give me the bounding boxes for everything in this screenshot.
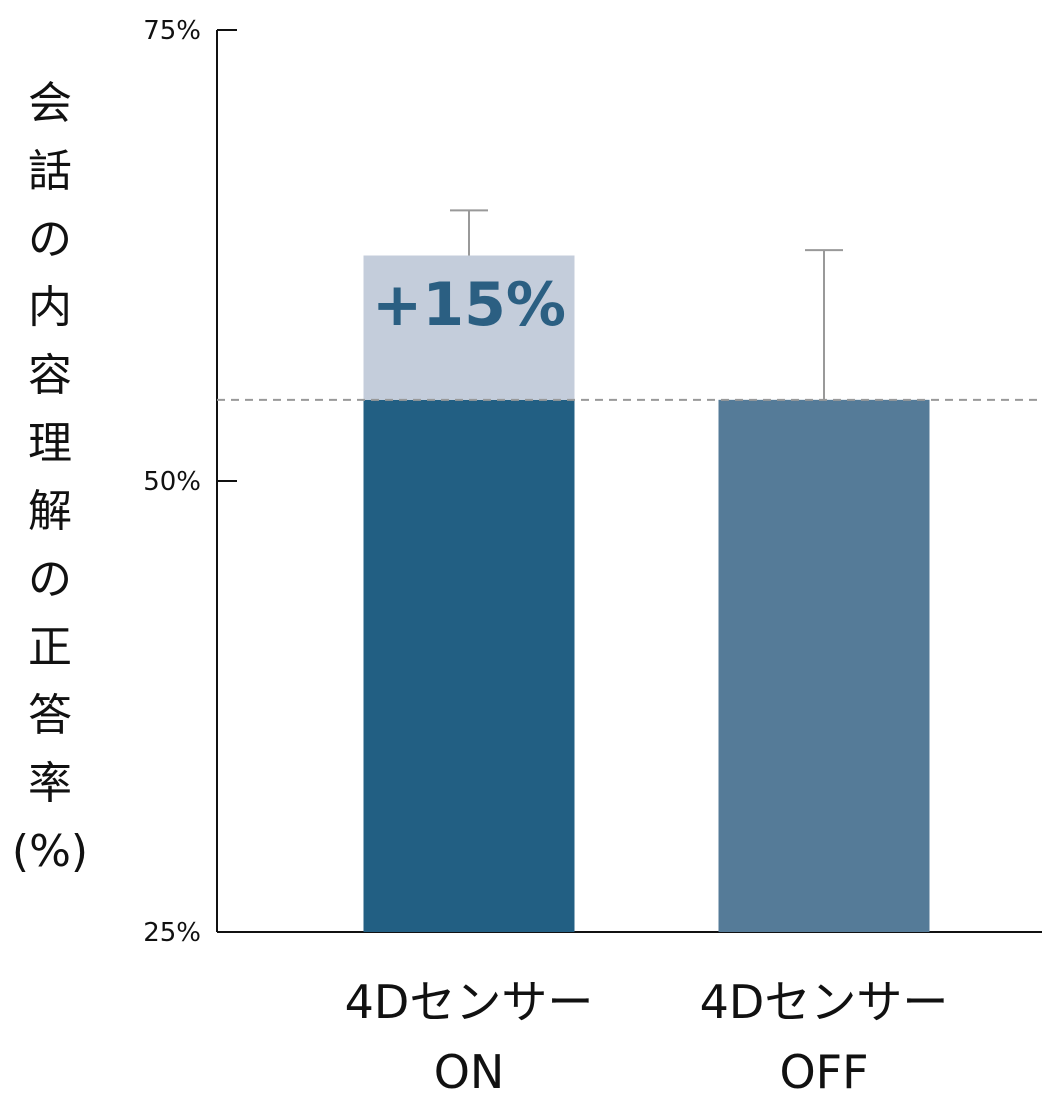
x-category-label-line1: 4Dセンサー: [345, 975, 594, 1029]
y-axis-label-char: 解: [28, 486, 72, 537]
x-category-label-line2: OFF: [779, 1045, 868, 1099]
bar-off: [718, 399, 930, 932]
increase-annotation: +15%: [372, 270, 566, 340]
y-tick-label: 25%: [143, 918, 201, 948]
y-axis-label-char: 理: [28, 418, 72, 469]
x-category-label-line2: ON: [434, 1045, 505, 1099]
y-axis-label-char: 内: [28, 282, 72, 333]
y-axis-label-char: (%): [11, 826, 89, 877]
bar-on: [363, 399, 575, 932]
y-axis-label-char: 答: [28, 690, 72, 741]
y-tick-label: 50%: [143, 467, 201, 497]
y-axis-label: 会話の内容理解の正答率 (%): [0, 70, 100, 900]
y-axis-label-char: 正: [28, 622, 72, 673]
y-axis-label-char: 会: [28, 78, 72, 129]
y-axis-label-char: の: [28, 214, 72, 265]
y-axis-label-char: 容: [28, 350, 72, 401]
plot-area: 25% 50% 75% +15% 4Dセンサー ON 4Dセンサー OFF: [143, 16, 1042, 1099]
y-tick-label: 75%: [143, 16, 201, 46]
y-axis-label-char: の: [28, 554, 72, 605]
y-axis-label-char: 話: [28, 146, 72, 197]
x-category-label-line1: 4Dセンサー: [700, 975, 949, 1029]
bar-on-increment: [363, 255, 575, 400]
y-axis-label-char: 率: [28, 758, 72, 809]
